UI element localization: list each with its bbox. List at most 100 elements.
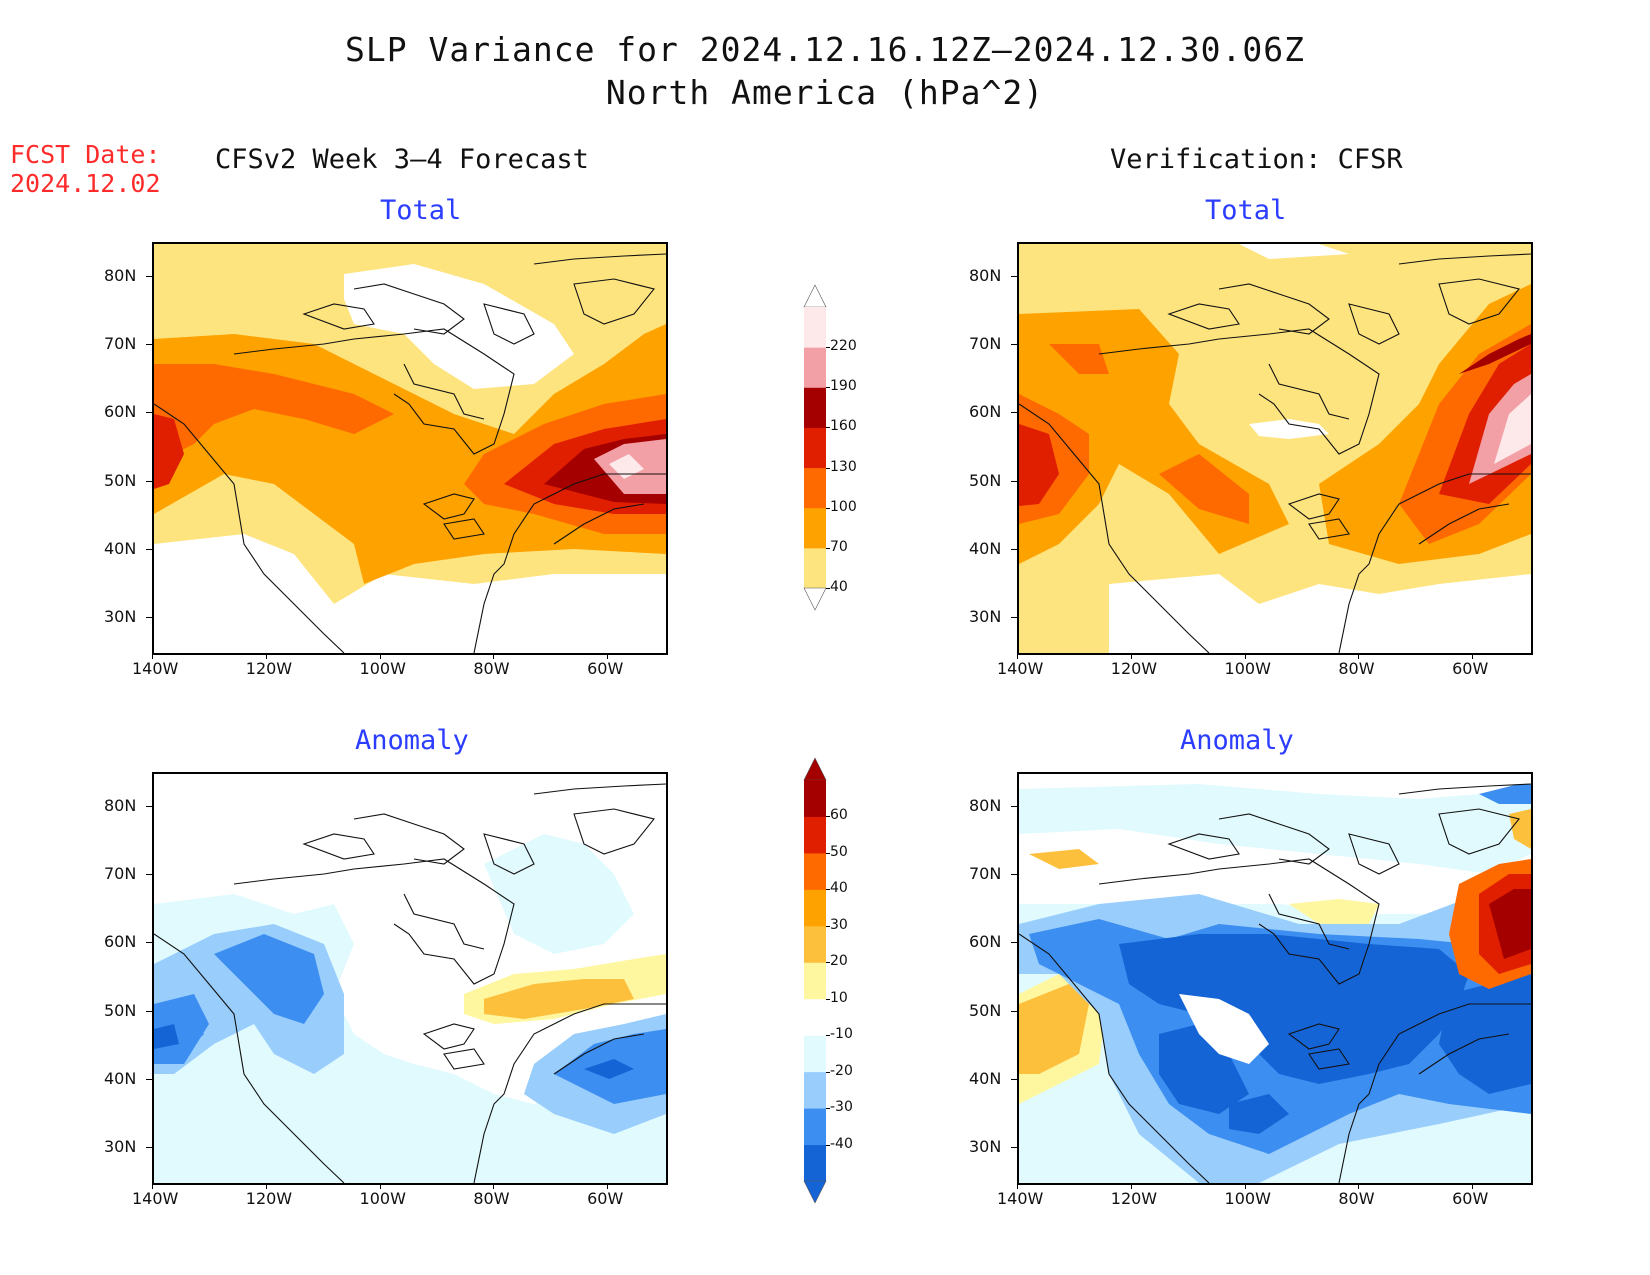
forecast-anomaly-lat-label: 70N xyxy=(104,864,137,884)
colorbar-total-swatch xyxy=(804,307,826,348)
forecast-total-lat-label: 50N xyxy=(104,470,137,490)
verification-total-lon-tick xyxy=(1358,653,1360,659)
colorbar-total-swatch xyxy=(804,507,826,549)
verification-total-lat-tick xyxy=(1011,344,1017,346)
colorbar-total-swatch xyxy=(804,427,826,469)
colorbar-anomaly-level-tick xyxy=(826,1108,830,1110)
forecast-anomaly-lon-label: 140W xyxy=(132,1189,179,1208)
colorbar-anomaly-level-tick xyxy=(826,1144,830,1146)
verification-anomaly-lat-label: 70N xyxy=(969,864,1002,884)
verification-total-lat-label: 70N xyxy=(969,334,1002,354)
verification-anomaly-map xyxy=(1017,772,1533,1185)
verification-anomaly-lat-tick xyxy=(1011,1146,1017,1148)
forecast-total-lat-label: 80N xyxy=(104,266,137,286)
verification-total-lon-label: 140W xyxy=(997,659,1044,678)
verification-total-lon-label: 60W xyxy=(1452,659,1489,678)
forecast-anomaly-lon-tick xyxy=(379,1183,381,1189)
colorbar-anomaly-bottom-arrow xyxy=(803,1180,827,1204)
verification-anomaly-lon-tick xyxy=(1130,1183,1132,1189)
verification-anomaly-lon-label: 60W xyxy=(1452,1189,1489,1208)
colorbar-total-top-arrow xyxy=(803,284,827,308)
forecast-anomaly-lat-tick xyxy=(146,806,152,808)
colorbar-total-level-tick xyxy=(826,387,830,389)
forecast-total-lat-tick xyxy=(146,548,152,550)
forecast-total-lat-tick xyxy=(146,480,152,482)
verification-anomaly-lon-label: 120W xyxy=(1110,1189,1158,1208)
fcst-date-label: FCST Date: xyxy=(10,140,161,169)
verification-anomaly-lat-label: 50N xyxy=(969,1000,1002,1020)
forecast-total-field xyxy=(154,244,666,653)
verification-anomaly-lat-tick xyxy=(1011,1010,1017,1012)
verification-total-lat-tick xyxy=(1011,480,1017,482)
colorbar-anomaly-top-arrow xyxy=(803,757,827,781)
forecast-anomaly-lon-label: 80W xyxy=(473,1189,510,1208)
colorbar-total-level-label: 220 xyxy=(830,338,857,355)
colorbar-anomaly-level-tick xyxy=(826,998,830,1000)
verification-total-lat-label: 50N xyxy=(969,470,1002,490)
verification-anomaly-lon-tick xyxy=(1244,1183,1246,1189)
forecast-anomaly-lat-tick xyxy=(146,942,152,944)
colorbar-total-swatch xyxy=(804,387,826,428)
verification-total-lon-label: 120W xyxy=(1110,659,1158,678)
colorbar-anomaly-level-label: -10 xyxy=(830,1026,853,1043)
colorbar-total xyxy=(800,284,830,611)
forecast-total-lon-tick xyxy=(152,653,153,659)
verification-total-lat-tick xyxy=(1011,616,1017,618)
forecast-total-lon-label: 60W xyxy=(587,659,624,678)
forecast-anomaly-lon-label: 60W xyxy=(587,1189,624,1208)
verification-total-lon-label: 80W xyxy=(1338,659,1375,678)
forecast-total-lat-tick xyxy=(146,276,152,278)
forecast-anomaly-lon-tick xyxy=(607,1183,609,1189)
verification-total-field xyxy=(1019,244,1531,653)
verification-anomaly-lat-label: 80N xyxy=(969,796,1002,816)
colorbar-total-swatch xyxy=(804,547,826,589)
forecast-anomaly-lon-tick xyxy=(152,1183,153,1189)
verification-anomaly-lon-label: 100W xyxy=(1224,1189,1271,1208)
verification-anomaly-lat-tick xyxy=(1011,942,1017,944)
forecast-total-lat-tick xyxy=(146,412,152,414)
colorbar-anomaly-level-label: 50 xyxy=(830,843,848,860)
forecast-total-lat-label: 30N xyxy=(104,606,137,626)
colorbar-anomaly-level-label: 20 xyxy=(830,953,848,970)
forecast-anomaly-lat-tick xyxy=(146,1078,152,1080)
forecast-total-lat-label: 60N xyxy=(104,402,137,422)
forecast-anomaly-lat-label: 50N xyxy=(104,1000,137,1020)
colorbar-anomaly-level-tick xyxy=(826,889,830,891)
forecast-anomaly-lat-tick xyxy=(146,874,152,876)
colorbar-anomaly-level-tick xyxy=(826,962,830,964)
forecast-total-lat-tick xyxy=(146,344,152,346)
fcst-date-value: 2024.12.02 xyxy=(10,169,161,198)
verification-column-header: Verification: CFSR xyxy=(1110,144,1403,175)
colorbar-anomaly-swatch xyxy=(804,1035,826,1073)
colorbar-total-level-tick xyxy=(826,588,830,589)
colorbar-anomaly-level-tick xyxy=(826,816,830,818)
forecast-total-subtitle: Total xyxy=(380,195,462,226)
colorbar-anomaly-swatch xyxy=(804,998,826,1036)
colorbar-anomaly-level-label: 10 xyxy=(830,989,848,1006)
verification-anomaly-lat-label: 30N xyxy=(969,1136,1002,1156)
forecast-anomaly-map xyxy=(152,772,668,1185)
colorbar-anomaly-swatch xyxy=(804,1144,826,1182)
verification-total-lon-tick xyxy=(1472,653,1474,659)
forecast-total-lat-label: 70N xyxy=(104,334,137,354)
forecast-total-lat-tick xyxy=(146,616,152,618)
forecast-total-lon-label: 140W xyxy=(132,659,179,678)
colorbar-anomaly-swatch xyxy=(804,962,826,1000)
colorbar-anomaly-level-label: -40 xyxy=(830,1135,853,1152)
colorbar-total-level-label: 40 xyxy=(830,579,848,595)
verification-total-lon-tick xyxy=(1017,653,1018,659)
verification-anomaly-lat-tick xyxy=(1011,874,1017,876)
verification-total-lat-tick xyxy=(1011,412,1017,414)
colorbar-total-level-label: 70 xyxy=(830,538,848,555)
colorbar-anomaly-swatch xyxy=(804,1071,826,1109)
forecast-anomaly-lat-tick xyxy=(146,1010,152,1012)
forecast-anomaly-lon-tick xyxy=(493,1183,495,1189)
verification-anomaly-lon-label: 140W xyxy=(997,1189,1044,1208)
colorbar-anomaly-swatch xyxy=(804,852,826,890)
colorbar-total-level-tick xyxy=(826,547,830,549)
colorbar-anomaly-level-label: 30 xyxy=(830,916,848,933)
colorbar-anomaly-level-tick xyxy=(826,1035,830,1037)
verification-total-subtitle: Total xyxy=(1205,195,1287,226)
verification-total-lon-label: 100W xyxy=(1224,659,1271,678)
verification-anomaly-lat-label: 40N xyxy=(969,1068,1002,1088)
